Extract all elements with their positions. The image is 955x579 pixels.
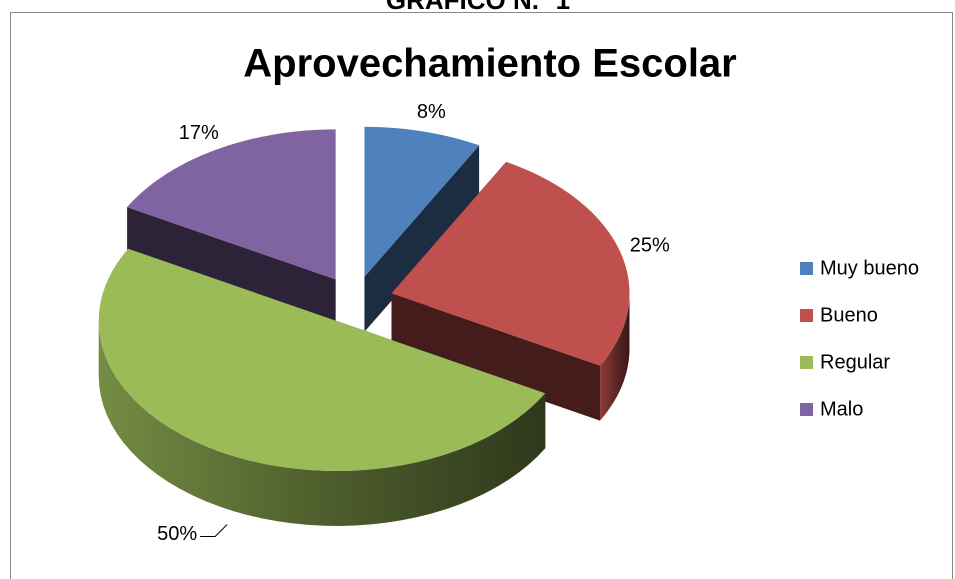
legend-swatch xyxy=(800,403,813,416)
slice-side xyxy=(391,293,601,421)
legend-swatch xyxy=(800,309,813,322)
pie-slice xyxy=(391,161,630,366)
leader-line xyxy=(200,524,228,538)
data-label: 17% xyxy=(179,122,219,144)
pie-slice xyxy=(127,129,336,280)
header: GRAFICO N.º 1 xyxy=(386,0,570,15)
legend-label: Malo xyxy=(820,398,863,420)
legend-label: Bueno xyxy=(820,304,878,326)
data-label: 25% xyxy=(630,234,670,256)
chart-title: Aprovechamiento Escolar xyxy=(243,42,737,86)
legend-swatch xyxy=(800,262,813,275)
pie-slice xyxy=(364,126,480,277)
legend-swatch xyxy=(800,356,813,369)
slice-side xyxy=(364,145,480,332)
slice-wall xyxy=(98,320,546,526)
legend-label: Muy bueno xyxy=(820,257,919,279)
legend-label: Regular xyxy=(820,351,890,373)
pie-slice xyxy=(98,248,546,471)
data-label: 8% xyxy=(417,101,446,123)
header-backdrop xyxy=(360,0,600,10)
slice-wall xyxy=(600,293,630,421)
data-label: 50% xyxy=(157,523,197,545)
